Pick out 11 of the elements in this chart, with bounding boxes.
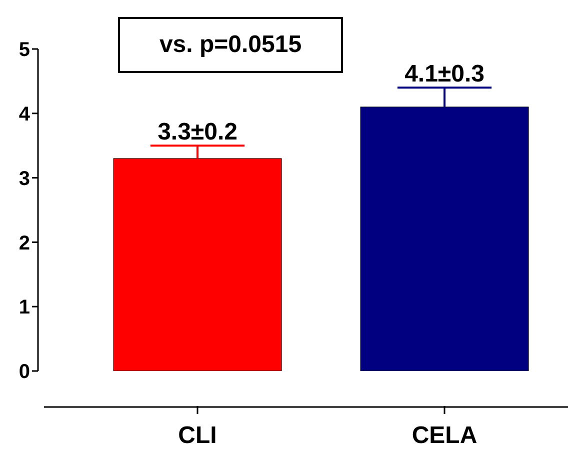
x-tick-label: CELA [412,422,478,449]
y-tick-label: 2 [18,232,30,254]
y-tick-label: 0 [18,361,30,384]
y-tick-label: 4 [18,104,31,126]
y-tick-label: 1 [18,296,30,319]
note-box: vs. p=0.0515 [118,17,343,73]
data-label: 3.3±0.2 [158,118,238,146]
x-tick-label: CLI [178,422,217,449]
data-label: 4.1±0.3 [404,60,484,88]
y-tick-label: 5 [18,39,30,62]
y-tick-label: 3 [18,168,30,190]
